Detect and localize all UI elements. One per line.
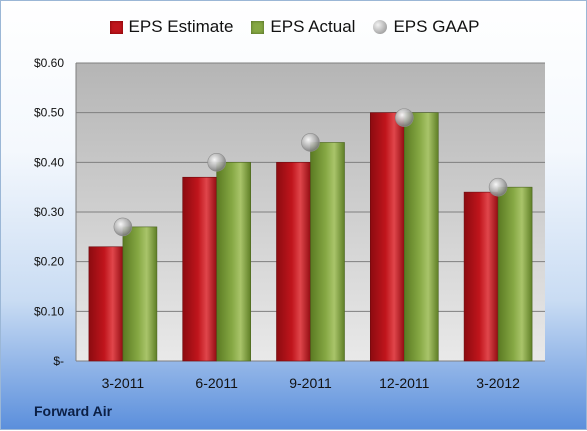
bar-eps-estimate (182, 176, 217, 362)
company-name: Forward Air (34, 403, 113, 419)
x-tick-label: 3-2012 (476, 375, 520, 391)
y-tick-label: $0.10 (34, 304, 64, 318)
bar-eps-actual (216, 162, 251, 362)
legend-item-gaap: EPS GAAP (373, 17, 479, 37)
y-tick-label: $0.50 (34, 106, 64, 120)
point-eps-gaap (394, 108, 414, 127)
legend-label-actual: EPS Actual (270, 17, 356, 36)
bar-eps-estimate (463, 191, 499, 362)
point-eps-gaap (207, 153, 226, 172)
y-tick-label: $0.40 (34, 155, 64, 169)
legend-swatch-gaap (373, 20, 388, 34)
point-eps-gaap (301, 133, 320, 152)
bar-eps-actual (497, 186, 533, 362)
legend-swatch-estimate (109, 20, 123, 34)
bar-eps-actual (122, 226, 158, 362)
bar-eps-estimate (88, 246, 124, 362)
point-eps-gaap (113, 217, 133, 237)
y-tick-label: $0.30 (34, 205, 64, 219)
y-tick-label: $- (53, 354, 64, 368)
chart-legend: EPS Estimate EPS Actual EPS GAAP (1, 17, 587, 37)
x-tick-label: 9-2011 (289, 375, 332, 391)
y-tick-label: $0.20 (34, 255, 64, 269)
legend-item-actual: EPS Actual (251, 17, 355, 37)
legend-label-gaap: EPS GAAP (393, 17, 480, 36)
x-tick-label: 6-2011 (195, 375, 238, 391)
legend-label-estimate: EPS Estimate (128, 17, 234, 36)
bar-eps-actual (403, 112, 439, 362)
x-tick-label: 12-2011 (379, 375, 430, 391)
bar-eps-estimate (276, 162, 311, 362)
x-tick-label: 3-2011 (102, 375, 145, 391)
y-tick-label: $0.60 (34, 56, 64, 70)
point-eps-gaap (488, 177, 508, 197)
legend-swatch-actual (251, 20, 265, 34)
bar-eps-estimate (369, 112, 405, 362)
legend-item-estimate: EPS Estimate (109, 17, 234, 37)
bar-eps-actual (310, 142, 345, 362)
